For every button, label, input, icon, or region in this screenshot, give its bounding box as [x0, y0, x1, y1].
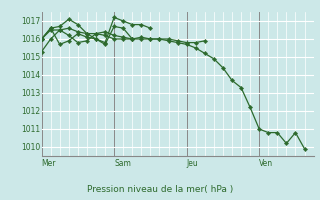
Text: Pression niveau de la mer( hPa ): Pression niveau de la mer( hPa ): [87, 185, 233, 194]
Text: Mer: Mer: [42, 159, 56, 168]
Text: Ven: Ven: [259, 159, 273, 168]
Text: Sam: Sam: [114, 159, 131, 168]
Text: Jeu: Jeu: [187, 159, 198, 168]
